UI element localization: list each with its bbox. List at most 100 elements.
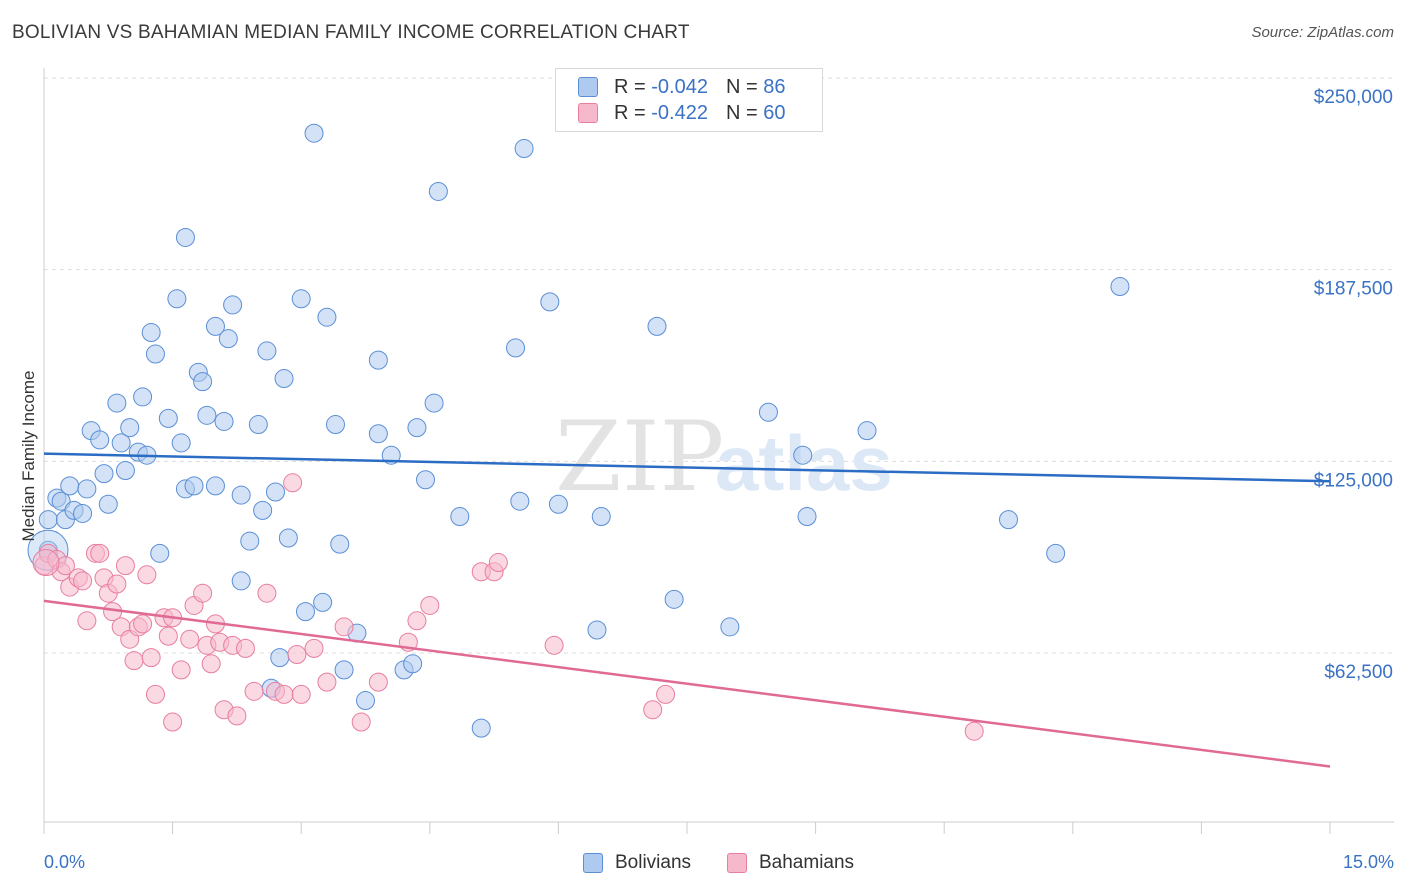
bahamian-point [158,626,178,646]
y-axis-label: Median Family Income [19,370,38,541]
bahamian-point [334,617,354,637]
bolivians-trend-line [43,452,1331,483]
bolivians-swatch [583,853,603,873]
bolivian-point [150,543,170,563]
bolivian-point [265,482,285,502]
bolivian-point [548,494,568,514]
bolivian-point [248,415,268,435]
axes [43,68,1394,834]
bolivian-point [304,123,324,143]
bolivian-point [368,350,388,370]
bolivian-point [231,485,251,505]
bottom-legend-bahamians: Bahamians [727,852,854,874]
legend-r-label: R = [614,101,646,124]
bolivian-point [253,500,273,520]
y-tick-label: $125,000 [1314,470,1393,491]
legend-r-label: R = [614,75,646,98]
bolivian-point [591,507,611,527]
bolivian-point [278,528,298,548]
legend-row-bahamians: R = -0.422 N = 60 [578,101,785,125]
bolivian-point [540,292,560,312]
bahamian-point [488,553,508,573]
bolivian-point [111,433,131,453]
bahamian-point [643,700,663,720]
trend-lines [43,452,1331,768]
bolivian-point [416,470,436,490]
bolivian-point [317,307,337,327]
y-tick-label: $187,500 [1314,279,1393,300]
bottom-legend-label: Bahamians [759,852,855,873]
bahamian-point [244,681,264,701]
bolivian-point [184,476,204,496]
bolivian-point [295,602,315,622]
bahamian-point [77,611,97,631]
bolivian-point [214,411,234,431]
bahamians-swatch [727,853,747,873]
y-tick-label: $62,500 [1324,662,1393,683]
source-label: Source: ZipAtlas.com [1251,24,1394,41]
bahamian-point [544,635,564,655]
bolivian-point [141,323,161,343]
bolivian-point [793,445,813,465]
bolivians-swatch [578,77,598,97]
bahamian-point [193,583,213,603]
bahamian-point [90,543,110,563]
bahamian-point [351,712,371,732]
bolivian-point [381,445,401,465]
bolivian-point [145,344,165,364]
bolivian-point [60,476,80,496]
bahamian-point [656,684,676,704]
bolivian-point [407,418,427,438]
bahamian-point [115,556,135,576]
bolivian-point [1110,277,1130,297]
bolivian-point [223,295,243,315]
legend-n-label: N = [725,75,758,98]
bolivian-point [510,491,530,511]
bahamian-point [141,648,161,668]
bolivian-point [274,369,294,389]
bolivian-point [758,402,778,422]
bolivian-point [797,507,817,527]
bahamian-point [407,611,427,631]
watermark-zip: ZIP [555,401,724,513]
bolivian-point [368,424,388,444]
y-tick-label: $250,000 [1314,87,1393,108]
legend-n-value: 60 [763,101,786,124]
bolivian-point [424,393,444,413]
bahamian-point [274,684,294,704]
bolivian-point [325,415,345,435]
bolivian-point [90,430,110,450]
bolivian-point [175,227,195,247]
bahamians-points [32,473,984,741]
bolivian-point [257,341,277,361]
bahamians-swatch [578,103,598,123]
bolivian-point [857,421,877,441]
bahamians-trend-line [43,599,1331,768]
legend-r-value: -0.042 [651,75,708,98]
bolivian-point [664,589,684,609]
bahamian-point [368,672,388,692]
bolivian-point [1046,543,1066,563]
bolivian-point [133,387,153,407]
bottom-legend: Bolivians Bahamians [0,852,1406,876]
bolivian-point [98,494,118,514]
bolivian-point [334,660,354,680]
bolivian-point [171,433,191,453]
bottom-legend-label: Bolivians [615,852,692,873]
bolivian-point [115,461,135,481]
bolivian-point [506,338,526,358]
bahamian-point [317,672,337,692]
bahamian-point [107,574,127,594]
x-axis-max-label: 15.0% [1342,852,1394,872]
bolivian-point [330,534,350,554]
legend-row-bolivians: R = -0.042 N = 86 [578,75,785,99]
bolivian-point [107,393,127,413]
bahamian-point [55,556,75,576]
bahamian-point [291,684,311,704]
bahamian-point [163,712,183,732]
bahamian-point [283,473,303,493]
bahamian-point [227,706,247,726]
bahamian-point [287,645,307,665]
bolivian-point [77,479,97,499]
